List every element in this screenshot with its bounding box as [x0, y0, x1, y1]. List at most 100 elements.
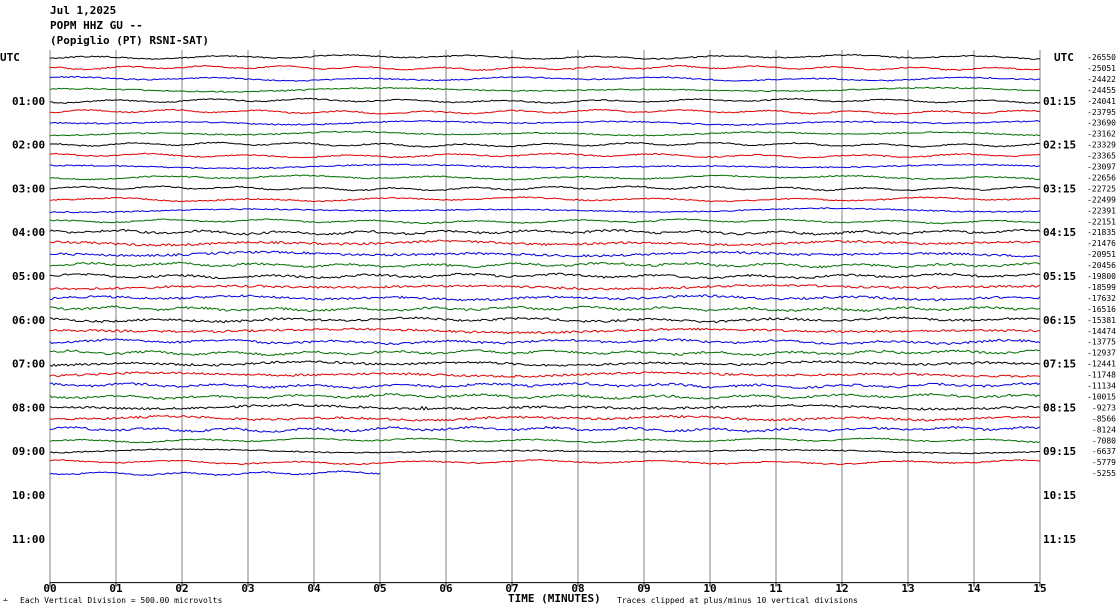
- trace-offset-label: -18599: [1087, 283, 1116, 292]
- right-hour-label: 07:15: [1043, 358, 1076, 371]
- trace-line: [50, 120, 1041, 126]
- trace-offset-label: -23690: [1087, 119, 1116, 128]
- left-hour-label: 06:00: [12, 314, 45, 327]
- x-tick-label: 02: [175, 582, 188, 595]
- right-hour-axis: UTC 01:15 02:15 03:15 04:15 05:15 06:15 07:15 0…: [1043, 51, 1076, 546]
- trace-line: [49, 425, 1041, 433]
- x-tick-label: 04: [307, 582, 321, 595]
- trace-offset-label: -10015: [1087, 392, 1116, 401]
- trace-offset-label: -11748: [1087, 371, 1116, 380]
- trace-line: [49, 392, 1041, 401]
- trace-line: [49, 75, 1041, 82]
- trace-offset-label: -24041: [1087, 97, 1116, 106]
- right-hour-label: 02:15: [1043, 139, 1076, 152]
- trace-offset-label: -23795: [1087, 108, 1116, 117]
- right-hour-label: 09:15: [1043, 445, 1076, 458]
- left-hour-label: 08:00: [12, 401, 45, 414]
- trace-offset-label: -6637: [1092, 447, 1116, 456]
- x-tick-label: 05: [373, 582, 386, 595]
- right-axis-label: UTC: [1054, 51, 1074, 64]
- trace-line: [49, 283, 1041, 291]
- trace-line: [49, 327, 1041, 335]
- x-tick-label: 06: [439, 582, 453, 595]
- left-hour-label: 05:00: [12, 270, 45, 283]
- left-hour-label: 02:00: [12, 139, 45, 152]
- trace-offset-label: -23365: [1087, 152, 1116, 161]
- x-tick-label: 15: [1033, 582, 1046, 595]
- left-hour-label: 03:00: [12, 182, 45, 195]
- x-tick-label: 08: [571, 582, 584, 595]
- right-hour-label: 05:15: [1043, 270, 1076, 283]
- trace-line: [49, 141, 1041, 148]
- trace-line: [49, 414, 1041, 422]
- trace-offset-label: -23329: [1087, 141, 1116, 150]
- trace-offset-label: -19800: [1087, 272, 1116, 281]
- left-hour-label: 01:00: [12, 95, 45, 108]
- trace-offset-label: -12441: [1087, 360, 1116, 369]
- right-hour-label: 11:15: [1043, 533, 1076, 546]
- trace-offset-label: -22725: [1087, 184, 1116, 193]
- trace-line: [49, 64, 1041, 72]
- trace-offset-label: -22391: [1087, 206, 1116, 215]
- left-hour-label: 11:00: [12, 533, 45, 546]
- trace-offset-label: -23162: [1087, 130, 1116, 139]
- right-hour-label: 06:15: [1043, 314, 1076, 327]
- trace-line: [49, 349, 1041, 357]
- trace-line: [49, 174, 1041, 181]
- right-hour-label: 10:15: [1043, 489, 1076, 502]
- trace-line: [49, 185, 1041, 192]
- trace-offset-label: -15381: [1087, 316, 1116, 325]
- trace-offset-label: -12937: [1087, 349, 1116, 358]
- left-hour-label: 04:00: [12, 226, 45, 239]
- trace-line: [49, 382, 1041, 390]
- trace-offset-label: -21835: [1087, 228, 1116, 237]
- trace-offset-label: -13775: [1087, 338, 1116, 347]
- trace-line: [49, 371, 1041, 378]
- trace-offset-label: -11134: [1087, 382, 1116, 391]
- trace-offset-label: -9273: [1092, 403, 1116, 412]
- trace-offset-label: -26550: [1087, 53, 1116, 62]
- x-axis-label: TIME (MINUTES): [508, 592, 601, 605]
- trace-line: [49, 250, 1041, 258]
- trace-line: [49, 459, 1041, 466]
- left-hour-label: 10:00: [12, 489, 45, 502]
- x-tick-label: 03: [241, 582, 254, 595]
- scale-note: Each Vertical Division = 500.00 microvol…: [20, 596, 223, 605]
- trace-offset-label: -8124: [1092, 425, 1116, 434]
- trace-line: [49, 316, 1041, 324]
- trace-line: [49, 97, 1041, 104]
- left-hour-axis: UTC 01:00 02:00 03:00 04:00 05:00 06:00 07:00 0…: [0, 51, 45, 546]
- trace-line: [49, 86, 1041, 93]
- trace-line: [49, 130, 1041, 137]
- trace-offset-label: -21476: [1087, 239, 1116, 248]
- trace-offset-label: -22656: [1087, 173, 1116, 182]
- trace-offset-label: -25051: [1087, 64, 1116, 73]
- right-hour-label: 08:15: [1043, 401, 1076, 414]
- header-station: POPM HHZ GU --: [50, 19, 143, 32]
- minute-grid: [49, 50, 1041, 587]
- trace-line: [49, 218, 1041, 225]
- right-hour-label: 03:15: [1043, 182, 1076, 195]
- trace-offset-label: -24422: [1087, 75, 1116, 84]
- trace-line: [49, 470, 381, 476]
- x-tick-label: 10: [703, 582, 716, 595]
- trace-line: [49, 228, 1041, 236]
- x-tick-label: 09: [637, 582, 650, 595]
- trace-line: [49, 338, 1041, 346]
- corner-mark: ⩪: [3, 596, 8, 605]
- left-hour-label: 07:00: [12, 358, 45, 371]
- trace-line: [49, 152, 1041, 159]
- right-offset-labels: -26550 -25051 -24422 -24455 -24041 -23795 -236…: [1087, 53, 1116, 478]
- trace-offset-label: -22151: [1087, 217, 1116, 226]
- trace-line: [49, 108, 1041, 115]
- trace-offset-label: -23097: [1087, 163, 1116, 172]
- right-hour-label: 01:15: [1043, 95, 1076, 108]
- x-tick-label: 01: [109, 582, 123, 595]
- trace-offset-label: -5779: [1092, 458, 1116, 467]
- trace-line: [49, 437, 1041, 444]
- x-tick-label: 14: [967, 582, 981, 595]
- trace-offset-label: -17632: [1087, 294, 1116, 303]
- trace-line: [49, 294, 1041, 302]
- trace-offset-label: -24455: [1087, 86, 1116, 95]
